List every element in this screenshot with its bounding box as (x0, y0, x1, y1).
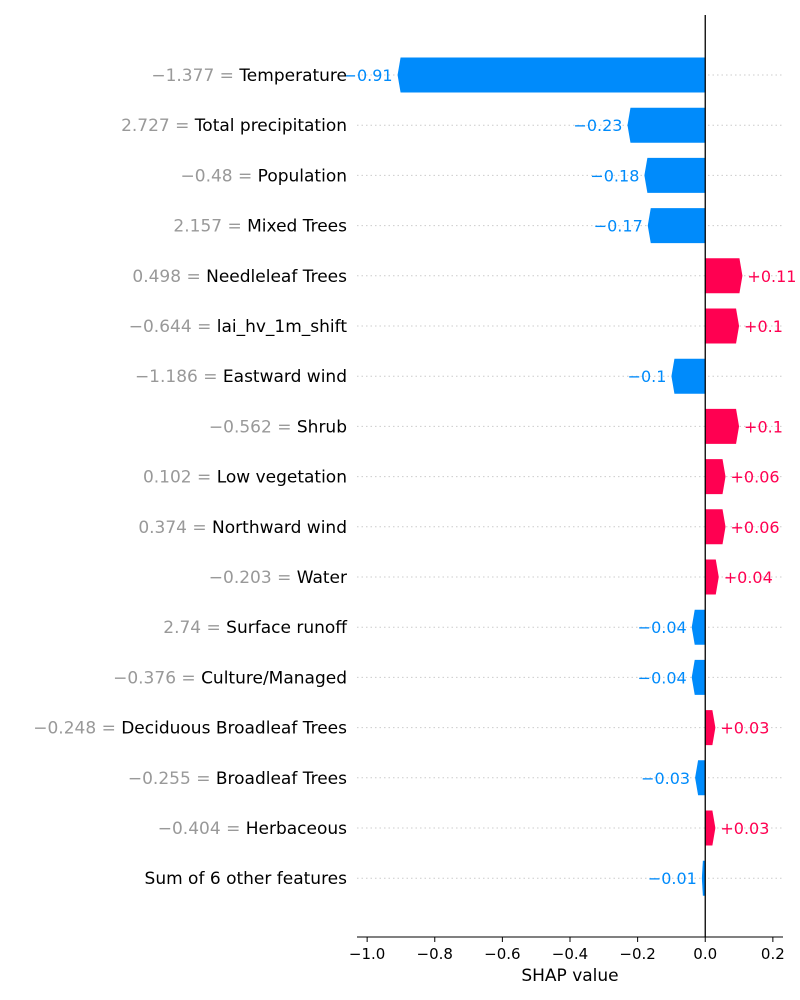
bar (691, 659, 706, 695)
bars: −0.91 −0.23 −0.18 −0.17 +0.11 +0.1 −0.1 +0.1 +0.… (344, 57, 796, 896)
feature-value: −1.186 = (135, 367, 223, 387)
bar (705, 258, 743, 294)
bar (627, 107, 706, 143)
feature-value: 2.727 = (121, 116, 195, 136)
feature-label: 2.727 = Total precipitation (121, 116, 347, 136)
feature-name: Total precipitation (194, 116, 347, 136)
bar-value-label: −0.1 (628, 367, 667, 386)
bar-value-label: +0.06 (731, 468, 780, 487)
feature-value: −1.377 = (151, 66, 239, 86)
bar-value-label: −0.04 (638, 618, 687, 637)
feature-labels: −1.377 = Temperature 2.727 = Total precip… (33, 66, 348, 889)
bar (691, 609, 706, 645)
x-axis: −1.0 −0.8 −0.6 −0.4 −0.2 0.0 0.2 SHAP value (349, 936, 785, 986)
x-tick-label: −0.8 (417, 945, 453, 963)
feature-value: −0.644 = (129, 317, 217, 337)
feature-name: Population (258, 166, 347, 186)
bar (705, 308, 740, 344)
feature-name: Deciduous Broadleaf Trees (121, 719, 347, 739)
feature-name: Culture/Managed (201, 668, 347, 688)
x-tick-label: −1.0 (349, 945, 385, 963)
feature-name: Temperature (238, 66, 347, 86)
x-tick-label: 0.0 (693, 945, 717, 963)
feature-label: −0.562 = Shrub (209, 417, 347, 437)
bar (705, 408, 740, 444)
feature-label: −0.248 = Deciduous Broadleaf Trees (33, 719, 347, 739)
bar-value-label: −0.23 (573, 116, 622, 135)
bar-value-label: +0.11 (747, 267, 796, 286)
bar-value-label: −0.01 (648, 869, 697, 888)
x-axis-title: SHAP value (521, 966, 618, 986)
bar-value-label: +0.03 (720, 819, 769, 838)
x-tick-label: −0.6 (484, 945, 520, 963)
x-tick-label: −0.2 (619, 945, 655, 963)
feature-label: 0.498 = Needleleaf Trees (132, 267, 347, 287)
bar (647, 208, 706, 244)
feature-label: −1.377 = Temperature (151, 66, 347, 86)
feature-value: 0.102 = (143, 468, 217, 488)
x-axis-ticks: −1.0 −0.8 −0.6 −0.4 −0.2 0.0 0.2 (349, 937, 785, 963)
feature-name: Broadleaf Trees (216, 769, 347, 789)
feature-value: −0.404 = (158, 819, 246, 839)
feature-name: Shrub (297, 417, 347, 437)
guide-lines (357, 74, 783, 879)
bar-value-label: +0.06 (731, 518, 780, 537)
feature-name: lai_hv_1m_shift (217, 317, 348, 337)
feature-name: Surface runoff (226, 618, 348, 638)
feature-label: −0.203 = Water (209, 568, 347, 588)
bar (695, 760, 706, 796)
feature-value: −0.255 = (128, 769, 216, 789)
feature-value: 0.498 = (132, 267, 206, 287)
bar-value-label: −0.17 (594, 217, 643, 236)
feature-value: −0.203 = (209, 568, 297, 588)
bar-value-label: −0.03 (641, 769, 690, 788)
feature-label: −0.48 = Population (181, 166, 347, 186)
feature-value: 2.74 = (163, 618, 226, 638)
feature-value: 2.157 = (173, 217, 247, 237)
feature-label: 2.74 = Surface runoff (163, 618, 348, 638)
feature-label: 2.157 = Mixed Trees (173, 217, 347, 237)
feature-name: Low vegetation (217, 468, 347, 488)
bar (705, 559, 719, 595)
feature-label: −0.644 = lai_hv_1m_shift (129, 317, 348, 337)
feature-name: Needleleaf Trees (206, 267, 347, 287)
bar (397, 57, 706, 93)
bar (705, 710, 716, 746)
bar (701, 860, 706, 896)
feature-label: 0.102 = Low vegetation (143, 468, 347, 488)
feature-name: Sum of 6 other features (145, 869, 348, 889)
feature-value: −0.376 = (113, 668, 201, 688)
feature-label: Sum of 6 other features (145, 869, 348, 889)
bar-value-label: −0.91 (344, 66, 393, 85)
feature-name: Eastward wind (223, 367, 347, 387)
feature-name: Mixed Trees (247, 217, 347, 237)
bar (705, 810, 716, 846)
feature-value: −0.562 = (209, 417, 297, 437)
feature-name: Herbaceous (246, 819, 347, 839)
bar-value-label: −0.04 (638, 668, 687, 687)
bar-value-label: +0.1 (744, 417, 783, 436)
feature-value: −0.48 = (181, 166, 258, 186)
bar (671, 358, 706, 394)
feature-label: −0.404 = Herbaceous (158, 819, 347, 839)
feature-label: −0.255 = Broadleaf Trees (128, 769, 347, 789)
bar (705, 459, 726, 495)
bar-value-label: +0.04 (724, 568, 773, 587)
feature-label: −1.186 = Eastward wind (135, 367, 347, 387)
feature-name: Water (297, 568, 347, 588)
feature-name: Northward wind (212, 518, 347, 538)
bar (644, 157, 706, 193)
feature-value: −0.248 = (33, 719, 121, 739)
feature-label: 0.374 = Northward wind (138, 518, 347, 538)
x-tick-label: −0.4 (552, 945, 588, 963)
feature-label: −0.376 = Culture/Managed (113, 668, 347, 688)
x-tick-label: 0.2 (761, 945, 785, 963)
bar-value-label: +0.03 (720, 719, 769, 738)
bar (705, 509, 726, 545)
bar-value-label: +0.1 (744, 317, 783, 336)
bar-value-label: −0.18 (590, 166, 639, 185)
feature-value: 0.374 = (138, 518, 212, 538)
